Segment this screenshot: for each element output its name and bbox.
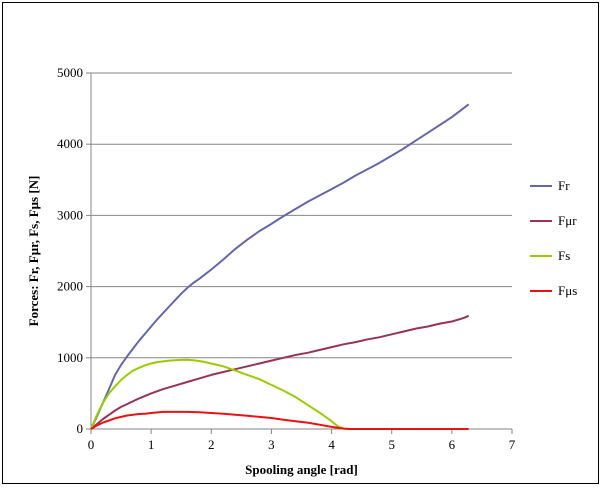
x-tick-label: 4 (328, 437, 335, 452)
series-line-2 (90, 314, 470, 430)
legend-label: Fμs (558, 283, 577, 298)
y-tick-label: 1000 (57, 350, 83, 365)
x-tick-label: 2 (208, 437, 215, 452)
y-axis-title: Forces: Fr, Fμr, Fs, Fμs [N] (26, 176, 41, 327)
y-tick-label: 4000 (57, 136, 83, 151)
x-tick-label: 6 (449, 437, 456, 452)
series-line-4 (90, 410, 469, 430)
x-tick-label: 7 (509, 437, 516, 452)
x-axis-title: Spooling angle [rad] (245, 462, 358, 477)
axes (86, 72, 513, 434)
y-tick-label: 2000 (57, 279, 83, 294)
x-tick-label: 5 (388, 437, 395, 452)
legend: Fr Fμr Fs Fμs (530, 178, 577, 298)
series-line-3 (90, 358, 350, 430)
legend-label: Fr (558, 178, 570, 193)
y-tick-label: 3000 (57, 207, 83, 222)
series-line-1 (90, 103, 470, 430)
y-tick-label: 0 (77, 421, 84, 436)
legend-label: Fμr (558, 213, 577, 228)
tick-labels: 0 1000 2000 3000 4000 5000 0 1 2 3 4 5 6 7 (57, 65, 516, 452)
gridlines (91, 72, 512, 359)
legend-label: Fs (558, 248, 570, 263)
x-tick-label: 3 (268, 437, 275, 452)
x-tick-label: 1 (148, 437, 155, 452)
x-tick-label: 0 (88, 437, 95, 452)
series-lines (90, 103, 470, 430)
y-tick-label: 5000 (57, 65, 83, 80)
